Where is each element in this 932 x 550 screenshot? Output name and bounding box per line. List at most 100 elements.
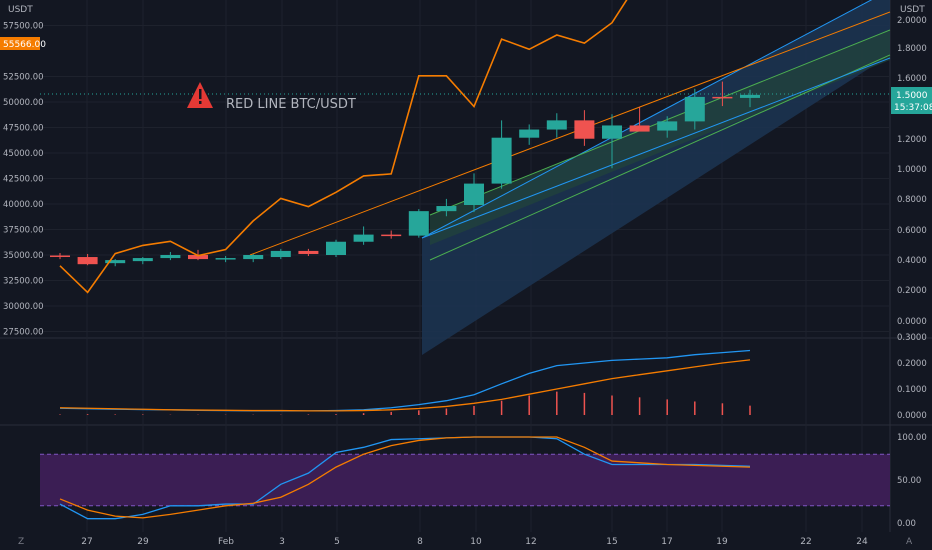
last-price-badge: 1.5000 15:37:08 (891, 87, 932, 114)
pane2-axis[interactable]: 0.3000 0.2000 0.1000 0.0000 (897, 333, 927, 421)
right-axis-tick: 2.0000 (897, 16, 927, 26)
time-axis-tick: 8 (417, 537, 423, 547)
price-tag-value: 55566.00 (3, 40, 46, 50)
candle-body (464, 183, 484, 206)
candle-body (105, 260, 126, 264)
time-axis-tick: 10 (470, 537, 482, 547)
time-axis-tick: 29 (137, 537, 149, 547)
right-axis-tick: 1.8000 (897, 44, 927, 54)
rsi-band-fill (40, 454, 890, 506)
left-axis-tick: 47500.00 (3, 124, 44, 134)
candle-body (436, 206, 457, 212)
pane3-line (59, 436, 751, 519)
right-axis-tick: 1.0000 (897, 165, 927, 175)
left-axis-tick: 42500.00 (3, 175, 44, 185)
left-axis-tick: 52500.00 (3, 73, 44, 83)
candle-body (77, 257, 98, 265)
left-axis-tick: 32500.00 (3, 277, 44, 287)
pane2-axis-tick: 0.2000 (897, 359, 927, 369)
pane2-axis-tick: 0.0000 (897, 411, 927, 421)
pane3-axis-tick: 0.00 (897, 519, 916, 529)
candle-body (270, 250, 291, 258)
candle-body (188, 255, 208, 260)
left-axis-tick: 37500.00 (3, 226, 44, 236)
left-axis-tick: 50000.00 (3, 98, 44, 108)
pane2-axis-tick: 0.3000 (897, 333, 927, 343)
left-axis-tick: 45000.00 (3, 149, 44, 159)
left-axis-tick: 30000.00 (3, 302, 44, 312)
pane3-axis-tick: 50.00 (897, 476, 921, 486)
candle-body (629, 125, 650, 132)
channel-lower (421, 57, 891, 239)
time-axis-tick: 15 (606, 537, 617, 547)
candle-body (215, 258, 236, 260)
channel-inner-fill (430, 30, 890, 245)
left-axis-tick: 35000.00 (3, 251, 44, 261)
channel-mid (249, 11, 891, 256)
candle-body (491, 137, 512, 184)
time-axis-tick: 24 (856, 537, 868, 547)
right-price-axis[interactable]: 2.0000 1.8000 1.6000 1.2000 1.0000 0.8000 0.60… (897, 16, 927, 327)
right-axis-tick: 0.0000 (897, 317, 927, 327)
time-axis-tick: 22 (800, 537, 811, 547)
warning-icon-bar (199, 89, 202, 99)
channel-mid-lower (429, 54, 891, 261)
candle-body (684, 96, 705, 122)
last-price-timer: 15:37:08 (894, 103, 932, 113)
rsi-band (40, 453, 890, 507)
right-axis-tick: 0.6000 (897, 226, 927, 236)
pane3-line (59, 436, 751, 520)
right-axis-unit: USDT (900, 5, 925, 15)
time-axis[interactable]: 27 29 Feb 3 5 8 10 12 15 17 19 22 24 (81, 537, 868, 547)
candle-body (160, 255, 181, 259)
left-axis-tick: 57500.00 (3, 22, 44, 32)
pane2-line (59, 349, 751, 412)
right-axis-tick: 1.2000 (897, 135, 927, 145)
price-tag: 55566.00 (0, 37, 46, 50)
candle-body (546, 120, 567, 130)
time-axis-tick: 17 (661, 537, 672, 547)
time-axis-tick: 12 (525, 537, 536, 547)
candle-body (408, 211, 429, 236)
right-axis-tick: 1.6000 (897, 74, 927, 84)
candle-body (243, 255, 264, 260)
candle-body (326, 241, 346, 255)
candle-body (740, 94, 760, 98)
indicator-pane-3[interactable] (59, 436, 751, 520)
candle-body (353, 234, 374, 242)
right-axis-tick: 0.8000 (897, 195, 927, 205)
candles[interactable] (50, 81, 760, 267)
ratio-polyline (59, 0, 628, 294)
last-price-value: 1.5000 (896, 91, 928, 101)
time-axis-tick: Feb (218, 537, 234, 547)
left-axis-tick: 40000.00 (3, 200, 44, 210)
zoom-button[interactable]: Z (18, 537, 24, 547)
left-axis-unit: USDT (8, 5, 33, 15)
channel-upper (421, 0, 873, 239)
auto-scale-button[interactable]: A (906, 537, 913, 547)
pane3-axis[interactable]: 100.00 50.00 0.00 (897, 433, 927, 529)
right-axis-tick: 0.2000 (897, 286, 927, 296)
annotation[interactable]: RED LINE BTC/USDT (187, 82, 356, 112)
candle-body (50, 255, 70, 258)
candle-body (574, 120, 595, 139)
candle-body (298, 250, 319, 254)
pane3-axis-tick: 100.00 (897, 433, 927, 443)
time-axis-tick: 3 (279, 537, 285, 547)
pane2-axis-tick: 0.1000 (897, 385, 927, 395)
candle-body (381, 234, 402, 237)
right-axis-tick: 0.4000 (897, 256, 927, 266)
ratio-line[interactable] (59, 0, 722, 294)
time-axis-tick: 5 (334, 537, 340, 547)
indicator-pane-2[interactable] (59, 349, 751, 415)
time-axis-tick: 27 (81, 537, 92, 547)
candle-body (657, 121, 678, 131)
candle-body (519, 129, 540, 138)
last-price-badge-bg (891, 87, 932, 114)
left-axis-tick: 27500.00 (3, 328, 44, 338)
pane2-line (59, 359, 751, 412)
candle-body (712, 96, 733, 99)
left-price-axis[interactable]: 57500.00 52500.00 50000.00 47500.00 45000.00… (3, 22, 44, 338)
candle-body (602, 125, 622, 139)
